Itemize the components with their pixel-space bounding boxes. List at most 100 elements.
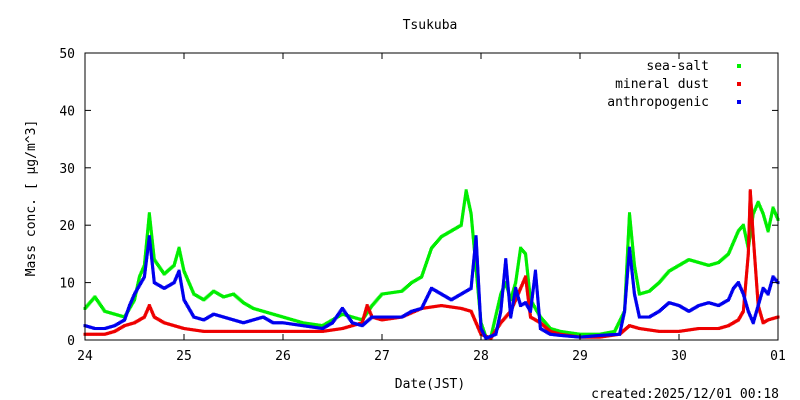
data-point bbox=[536, 301, 540, 305]
data-point bbox=[447, 305, 451, 309]
data-point bbox=[694, 327, 698, 331]
data-point bbox=[507, 294, 511, 298]
data-point bbox=[475, 253, 479, 257]
data-point bbox=[746, 259, 750, 263]
data-point bbox=[479, 319, 483, 323]
data-point bbox=[624, 296, 628, 300]
data-point bbox=[572, 335, 576, 339]
data-point bbox=[311, 322, 315, 326]
data-point bbox=[599, 333, 603, 337]
data-point bbox=[508, 303, 512, 307]
data-point bbox=[639, 327, 643, 331]
y-tick-label: 0 bbox=[67, 334, 75, 349]
data-point bbox=[645, 328, 649, 332]
data-point bbox=[509, 315, 513, 319]
data-point bbox=[229, 329, 233, 333]
data-point bbox=[234, 329, 238, 333]
data-point bbox=[536, 298, 540, 302]
data-point bbox=[700, 327, 704, 331]
data-point bbox=[475, 248, 479, 252]
data-point bbox=[380, 318, 384, 322]
data-point bbox=[596, 334, 600, 338]
data-point bbox=[85, 332, 89, 336]
data-point bbox=[214, 329, 218, 333]
data-point bbox=[742, 306, 746, 310]
data-point bbox=[180, 284, 184, 288]
data-point bbox=[748, 210, 752, 214]
data-point bbox=[283, 329, 287, 333]
data-point bbox=[304, 324, 308, 328]
data-point bbox=[745, 264, 749, 268]
data-point bbox=[747, 214, 751, 218]
data-point bbox=[534, 277, 538, 281]
data-point bbox=[566, 334, 570, 338]
data-point bbox=[178, 272, 182, 276]
data-point bbox=[633, 269, 637, 273]
data-point bbox=[432, 305, 436, 309]
data-point bbox=[199, 329, 203, 333]
data-point bbox=[626, 245, 630, 249]
data-point bbox=[319, 323, 323, 327]
data-point bbox=[626, 242, 630, 246]
data-point bbox=[512, 297, 516, 301]
data-point bbox=[593, 334, 597, 338]
data-point bbox=[427, 305, 431, 309]
data-point bbox=[385, 317, 389, 321]
data-point bbox=[625, 276, 629, 280]
data-point bbox=[627, 230, 631, 234]
data-point bbox=[509, 314, 513, 318]
data-point bbox=[627, 228, 631, 232]
data-point bbox=[292, 329, 296, 333]
data-point bbox=[479, 317, 483, 321]
data-point bbox=[476, 275, 480, 279]
data-point bbox=[433, 304, 437, 308]
data-point bbox=[623, 302, 627, 306]
data-point bbox=[505, 271, 509, 275]
data-point bbox=[389, 317, 393, 321]
data-point bbox=[668, 329, 672, 333]
data-point bbox=[587, 332, 591, 336]
data-point bbox=[331, 328, 335, 332]
data-point bbox=[626, 237, 630, 241]
data-point bbox=[284, 321, 288, 325]
data-point bbox=[642, 327, 646, 331]
data-point bbox=[624, 293, 628, 297]
data-point bbox=[623, 308, 627, 312]
data-point bbox=[746, 258, 750, 262]
data-point bbox=[475, 251, 479, 255]
data-point bbox=[398, 315, 402, 319]
data-point bbox=[674, 329, 678, 333]
series-sea-salt bbox=[83, 189, 780, 339]
data-point bbox=[659, 329, 663, 333]
data-point bbox=[560, 330, 564, 334]
data-point bbox=[438, 304, 442, 308]
data-point bbox=[744, 273, 748, 277]
data-point bbox=[474, 242, 478, 246]
data-point bbox=[692, 327, 696, 331]
data-point bbox=[474, 238, 478, 242]
chart-title: Tsukuba bbox=[403, 18, 458, 33]
data-point bbox=[478, 301, 482, 305]
data-point bbox=[430, 305, 434, 309]
data-point bbox=[511, 304, 515, 308]
data-point bbox=[244, 329, 248, 333]
data-point bbox=[576, 335, 580, 339]
data-point bbox=[286, 321, 290, 325]
data-point bbox=[625, 273, 629, 277]
data-point bbox=[330, 328, 334, 332]
legend-dot bbox=[737, 100, 741, 104]
data-point bbox=[536, 299, 540, 303]
data-point bbox=[507, 291, 511, 295]
data-point bbox=[746, 247, 750, 251]
data-point bbox=[382, 315, 386, 319]
data-point bbox=[505, 270, 509, 274]
data-point bbox=[88, 332, 92, 336]
data-point bbox=[747, 232, 751, 236]
data-point bbox=[747, 238, 751, 242]
data-point bbox=[325, 329, 329, 333]
data-point bbox=[745, 272, 749, 276]
data-point bbox=[507, 300, 511, 304]
data-point bbox=[504, 258, 508, 262]
data-point bbox=[604, 333, 608, 337]
legend-marker-anthropogenic bbox=[737, 100, 741, 104]
